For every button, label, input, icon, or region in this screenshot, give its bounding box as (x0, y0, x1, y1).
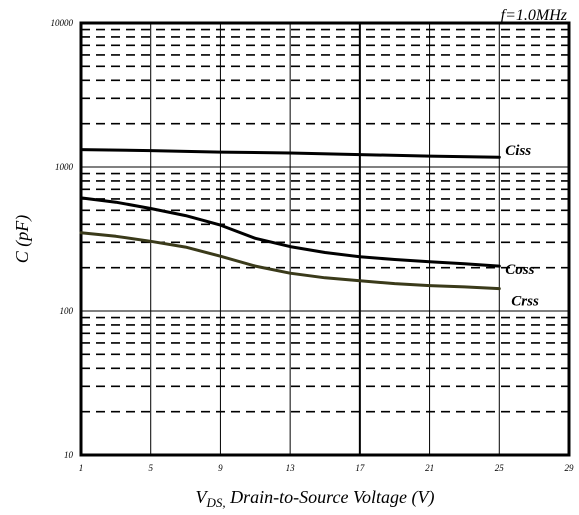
series-line-ciss (79, 148, 501, 159)
x-tick-label: 1 (79, 463, 84, 473)
y-tick-label: 1000 (55, 162, 74, 172)
y-tick-labels: 10 100 1000 10000 (51, 18, 74, 460)
series-label-ciss: Ciss (505, 143, 531, 159)
x-tick-label: 9 (218, 463, 223, 473)
series-labels: Ciss Coss Crss (505, 143, 539, 309)
series-label-crss: Crss (511, 294, 539, 310)
grid-lines (81, 23, 569, 455)
series-lines (79, 148, 501, 291)
x-tick-label: 25 (495, 463, 505, 473)
y-axis-title: C (pF) (12, 215, 33, 264)
x-tick-labels: 1 5 9 13 17 21 25 29 (79, 463, 574, 473)
y-tick-label: 10000 (51, 18, 74, 28)
series-line-crss (79, 231, 501, 291)
y-tick-label: 10 (64, 450, 74, 460)
x-axis-title-main: V (196, 487, 209, 507)
test-condition-label: f=1.0MHz (501, 7, 568, 24)
series-label-coss: Coss (505, 262, 534, 278)
x-tick-label: 29 (565, 463, 575, 473)
x-axis-title-subscript: DS (206, 495, 223, 510)
x-axis-title: VDS, Drain-to-Source Voltage (V) (196, 487, 435, 510)
plot-frame (79, 21, 571, 457)
series-line-coss (79, 196, 501, 268)
x-tick-label: 13 (286, 463, 296, 473)
x-axis-title-rest: Drain-to-Source Voltage (V) (226, 487, 435, 508)
x-tick-label: 17 (355, 463, 365, 473)
x-tick-label: 21 (425, 463, 434, 473)
x-axis-title-separator: , (222, 495, 225, 510)
y-tick-label: 100 (60, 306, 74, 316)
x-tick-label: 5 (148, 463, 153, 473)
